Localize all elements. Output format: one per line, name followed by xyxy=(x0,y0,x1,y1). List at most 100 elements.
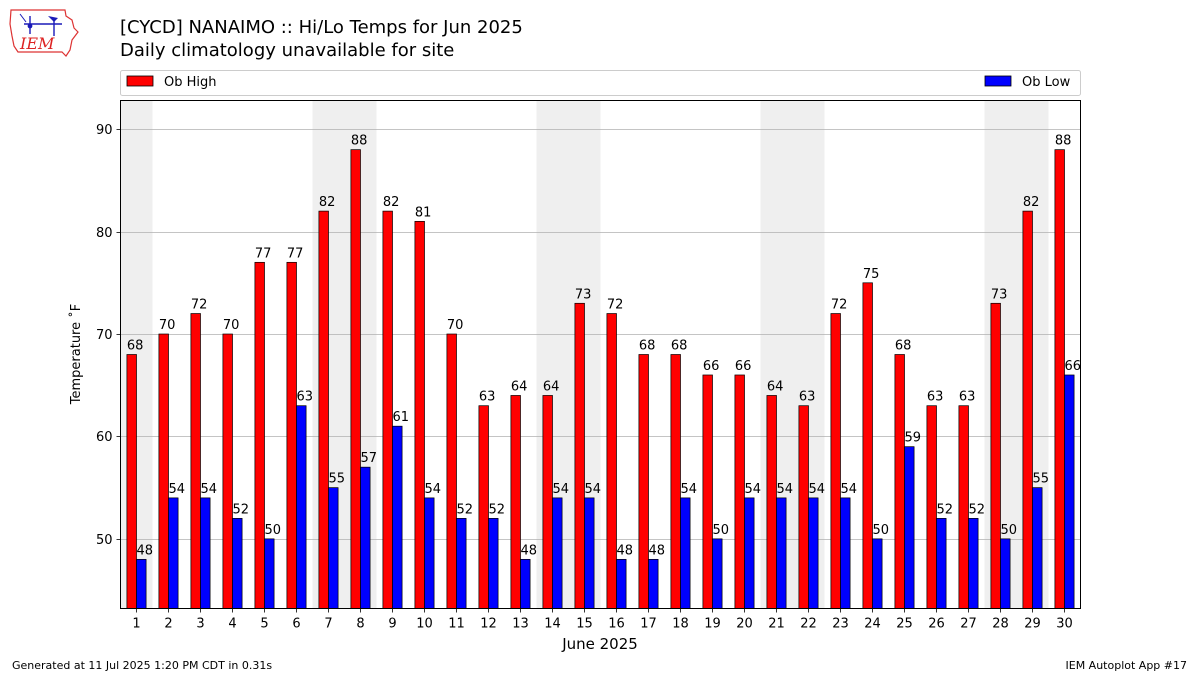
chart-title: [CYCD] NANAIMO :: Hi/Lo Temps for Jun 20… xyxy=(120,17,523,38)
bar-low xyxy=(456,518,467,609)
label-high: 63 xyxy=(799,390,816,405)
label-high: 73 xyxy=(991,287,1008,302)
bar-high xyxy=(286,261,297,609)
x-tick-label: 25 xyxy=(896,617,913,632)
x-tick-label: 14 xyxy=(544,617,561,632)
label-high: 70 xyxy=(223,318,240,333)
x-tick-label: 7 xyxy=(324,617,332,632)
x-tick-label: 22 xyxy=(800,617,817,632)
bar-low xyxy=(744,497,755,609)
label-low: 54 xyxy=(425,482,442,497)
label-high: 88 xyxy=(351,134,368,149)
plot-frame xyxy=(120,100,1081,609)
label-low: 52 xyxy=(937,502,954,517)
bar-high xyxy=(446,333,457,609)
app-credit: IEM Autoplot App #17 xyxy=(1065,659,1188,672)
label-low: 66 xyxy=(1065,359,1082,374)
bar-high xyxy=(350,149,361,609)
label-high: 77 xyxy=(255,246,272,261)
chart-subtitle: Daily climatology unavailable for site xyxy=(120,40,455,61)
y-tick-label: 60 xyxy=(96,430,113,445)
label-high: 68 xyxy=(127,339,144,354)
bar-low xyxy=(232,518,243,609)
label-high: 63 xyxy=(959,390,976,405)
bar-high xyxy=(990,302,1001,609)
label-high: 82 xyxy=(1023,195,1040,210)
label-high: 81 xyxy=(415,205,432,220)
label-high: 88 xyxy=(1055,134,1072,149)
legend: Ob High Ob Low xyxy=(120,70,1081,96)
bar-low xyxy=(200,497,211,609)
label-low: 50 xyxy=(1001,523,1018,538)
x-tick-label: 15 xyxy=(576,617,593,632)
bar-low xyxy=(616,558,627,609)
x-tick-label: 26 xyxy=(928,617,945,632)
bar-high xyxy=(190,313,201,609)
y-axis-label: Temperature ˚F xyxy=(68,304,84,405)
bar-low xyxy=(552,497,563,609)
label-low: 61 xyxy=(393,410,410,425)
bar-low xyxy=(1000,538,1011,609)
bar-high xyxy=(126,354,137,609)
label-high: 82 xyxy=(383,195,400,210)
bar-low xyxy=(872,538,883,609)
label-low: 57 xyxy=(361,451,378,466)
label-high: 77 xyxy=(287,246,304,261)
label-high: 72 xyxy=(607,298,624,313)
bar-high xyxy=(414,221,425,609)
bar-low xyxy=(584,497,595,609)
x-tick-label: 4 xyxy=(228,617,236,632)
label-high: 64 xyxy=(543,379,560,394)
bar-low xyxy=(424,497,435,609)
x-tick-label: 11 xyxy=(448,617,465,632)
label-low: 54 xyxy=(585,482,602,497)
bar-high xyxy=(830,313,841,609)
legend-label-low: Ob Low xyxy=(1022,75,1071,90)
x-tick-label: 9 xyxy=(388,617,396,632)
bar-low xyxy=(808,497,819,609)
label-high: 64 xyxy=(511,379,528,394)
bar-high xyxy=(382,210,393,609)
label-high: 64 xyxy=(767,379,784,394)
bar-low xyxy=(648,558,659,609)
x-tick-label: 30 xyxy=(1056,617,1073,632)
label-high: 68 xyxy=(895,339,912,354)
bar-high xyxy=(734,374,745,609)
bar-high xyxy=(638,354,649,609)
bar-high xyxy=(158,333,169,609)
label-high: 72 xyxy=(831,298,848,313)
bar-high xyxy=(670,354,681,609)
label-low: 59 xyxy=(905,431,922,446)
x-tick-label: 8 xyxy=(356,617,364,632)
iem-logo: IEM xyxy=(9,9,79,57)
y-tick-label: 70 xyxy=(96,328,113,343)
bar-low xyxy=(904,446,915,609)
bar-low xyxy=(328,487,339,609)
label-low: 55 xyxy=(329,472,346,487)
label-low: 54 xyxy=(201,482,218,497)
x-tick-label: 10 xyxy=(416,617,433,632)
x-tick-label: 2 xyxy=(164,617,172,632)
x-tick-label: 1 xyxy=(132,617,140,632)
y-tick-label: 90 xyxy=(96,123,113,138)
label-low: 50 xyxy=(873,523,890,538)
label-high: 63 xyxy=(927,390,944,405)
bar-high xyxy=(1054,149,1065,609)
label-high: 63 xyxy=(479,390,496,405)
x-tick-label: 13 xyxy=(512,617,529,632)
bar-high xyxy=(222,333,233,609)
label-low: 48 xyxy=(521,543,538,558)
label-high: 72 xyxy=(191,298,208,313)
bar-high xyxy=(862,282,873,609)
label-high: 70 xyxy=(159,318,176,333)
x-tick-label: 18 xyxy=(672,617,689,632)
y-tick-label: 50 xyxy=(96,533,113,548)
bar-low xyxy=(392,425,403,609)
bar-low xyxy=(712,538,723,609)
label-low: 52 xyxy=(489,502,506,517)
bar-high xyxy=(926,405,937,609)
bar-high xyxy=(478,405,489,609)
label-high: 68 xyxy=(639,339,656,354)
bar-high xyxy=(798,405,809,609)
